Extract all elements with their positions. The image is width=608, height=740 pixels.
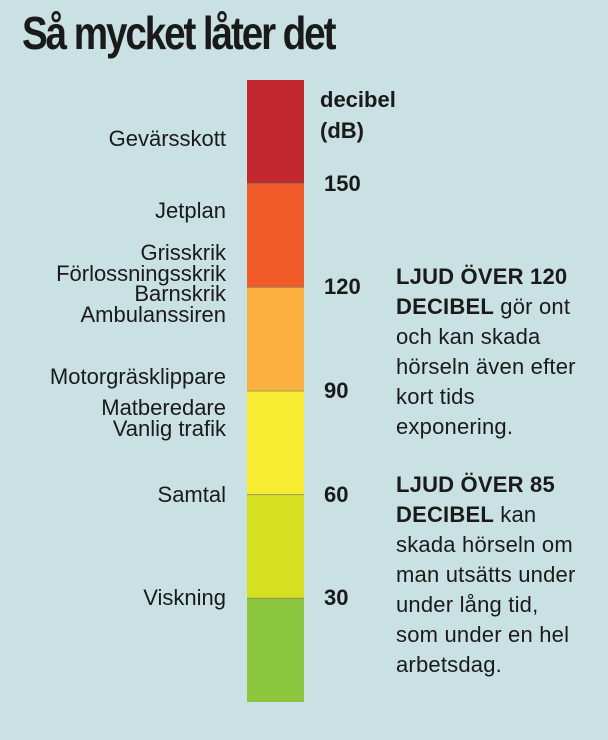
source-label: Jetplan [155,198,226,224]
source-label: Vanlig trafik [112,416,226,441]
note-120-bold: LJUD ÖVER 120 DECIBEL [396,264,568,319]
tick-label-150: 150 [324,170,361,196]
note-120-text: gör ont och kan skada hörseln även efter… [396,294,576,439]
source-label: Motorgräsklippare [49,364,226,390]
tick-label-90: 90 [324,378,349,403]
scale-band-120-150 [247,183,304,288]
source-label: Grisskrik [140,239,226,265]
source-label: Viskning [143,585,226,611]
scale-band-30-60 [247,494,304,599]
source-label: Ambulanssiren [80,301,226,327]
unit-label: decibel (dB) [320,84,396,146]
tick-label-60: 60 [324,481,349,507]
unit-label-line1: decibel [320,87,396,112]
note-85-text: kan skada hörseln om man utsätts under u… [396,502,576,677]
warning-note-85: LJUD ÖVER 85 DECIBEL kan skada hörseln o… [396,470,578,680]
scale-band-90-120 [247,287,304,391]
source-label: Förlossningsskrik [56,260,226,286]
scale-band-0-30 [247,598,304,702]
warning-note-120: LJUD ÖVER 120 DECIBEL gör ont och kan sk… [396,262,596,442]
source-label: Gevärsskott [108,125,226,151]
unit-label-line2: (dB) [320,118,364,143]
scale-band-150-180 [247,80,304,184]
tick-label-120: 120 [324,274,361,300]
scale-band-60-90 [247,391,304,495]
source-label: Matberedare [101,395,226,421]
note-85-bold: LJUD ÖVER 85 DECIBEL [396,472,555,527]
source-label: Samtal [157,481,226,507]
tick-label-30: 30 [324,585,349,611]
source-label: Barnskrik [134,281,226,307]
chart-title: Så mycket låter det [22,7,336,59]
